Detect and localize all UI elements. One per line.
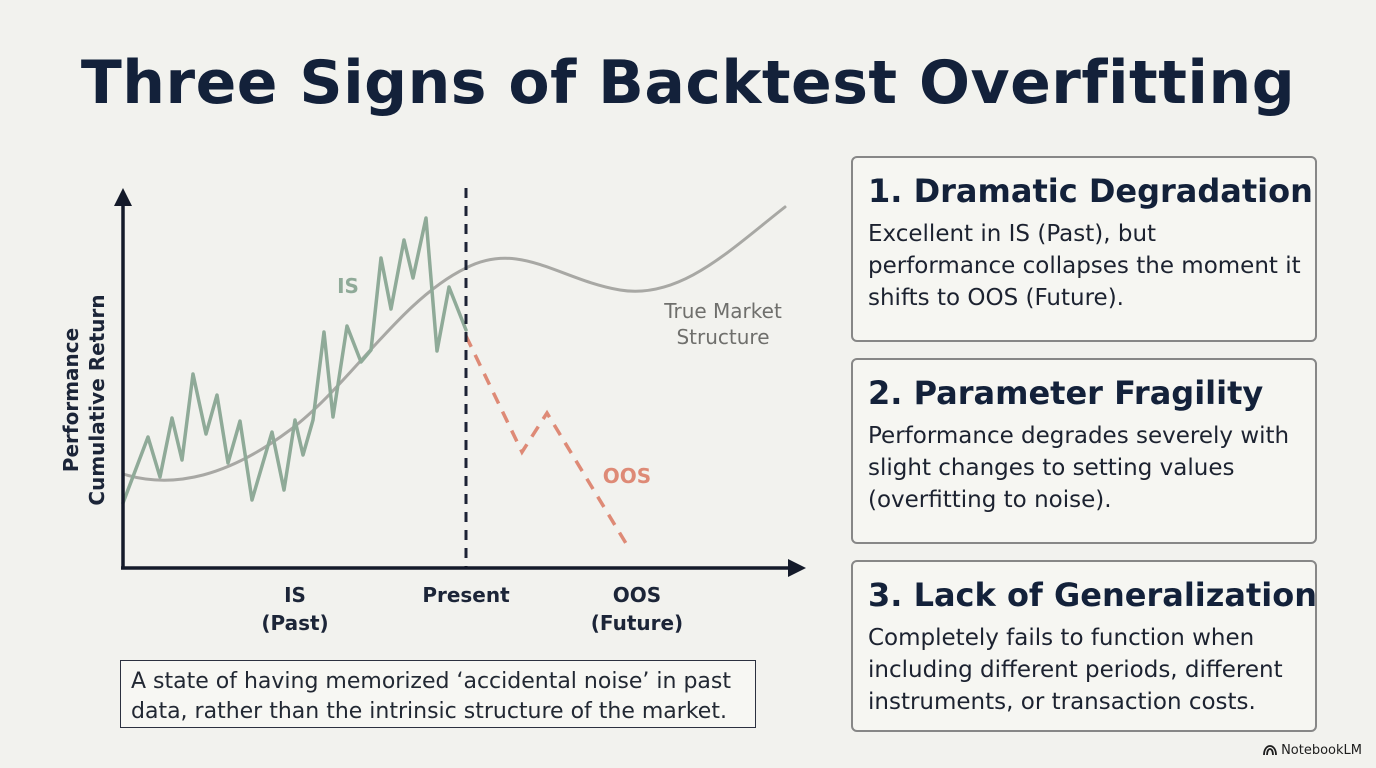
card-body: Completely fails to function when includ… [868, 625, 1283, 715]
sign-card-degradation: 1. Dramatic Degradation Excellent in IS … [851, 156, 1317, 342]
y-axis-label-line1: Performance [59, 328, 83, 472]
x-label-oos: OOS [613, 583, 661, 607]
notebooklm-logo-icon [1263, 745, 1277, 756]
is-series-line [121, 216, 468, 505]
y-axis-arrow-icon [114, 188, 132, 206]
brand-name: NotebookLM [1281, 743, 1362, 758]
card-title: 2. Parameter Fragility [868, 374, 1264, 412]
card-body: Performance degrades severely with sligh… [868, 423, 1290, 513]
card-title: 1. Dramatic Degradation [868, 172, 1313, 210]
x-label-is-sub: (Past) [261, 611, 328, 635]
overfitting-diagram: Performance Cumulative Return IS (Past) … [59, 188, 806, 635]
brand-watermark: NotebookLM [1263, 743, 1362, 758]
is-series-label: IS [337, 274, 359, 298]
sign-card-generalization: 3. Lack of Generalization Completely fai… [851, 560, 1317, 732]
card-body: Excellent in IS (Past), but performance … [868, 221, 1301, 311]
x-label-present: Present [422, 583, 510, 607]
x-axis-arrow-icon [788, 559, 806, 577]
x-label-is: IS [284, 583, 306, 607]
y-axis-label-line2: Cumulative Return [85, 294, 109, 505]
card-title: 3. Lack of Generalization [868, 576, 1317, 614]
oos-series-label: OOS [603, 464, 651, 488]
true-market-label-line2: Structure [676, 325, 769, 349]
true-market-label-line1: True Market [663, 299, 782, 323]
sign-card-fragility: 2. Parameter Fragility Performance degra… [851, 358, 1317, 544]
page-title: Three Signs of Backtest Overfitting [80, 48, 1296, 118]
overfitting-caption: A state of having memorized ‘accidental … [120, 660, 756, 728]
x-label-oos-sub: (Future) [591, 611, 683, 635]
oos-series-line [464, 335, 632, 551]
